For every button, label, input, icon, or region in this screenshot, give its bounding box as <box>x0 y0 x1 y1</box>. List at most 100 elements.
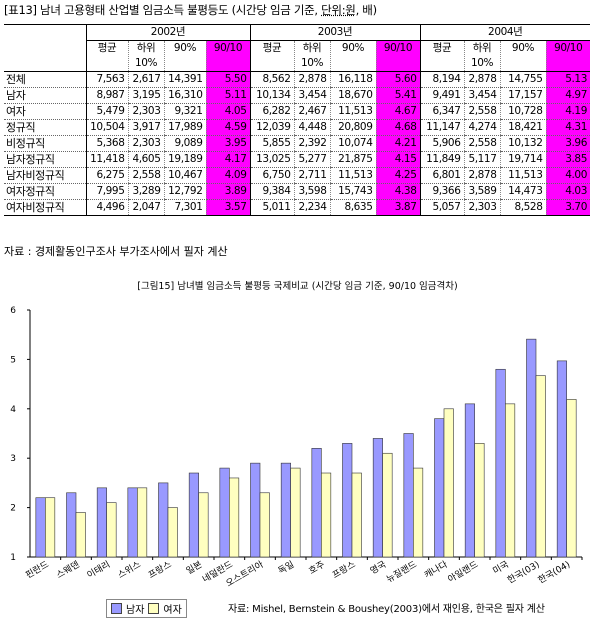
table-cell: 4.09 <box>205 167 250 184</box>
table-cell: 3,195 <box>127 87 164 104</box>
table-cell: 14,473 <box>499 183 546 200</box>
col-header-label: 평균 <box>97 42 117 54</box>
table-cell: 4,605 <box>127 151 164 168</box>
col-header: 하위10% <box>127 40 164 72</box>
table-cell: 12,792 <box>163 183 206 200</box>
table-cell: 18,421 <box>499 119 546 136</box>
bar-female <box>443 408 454 558</box>
row-label: 남자정규직 <box>4 151 86 168</box>
table-cell: 9,384 <box>249 183 294 200</box>
col-header: 하위10% <box>463 40 500 72</box>
table-cell: 9,491 <box>419 87 464 104</box>
bar-female <box>321 472 332 558</box>
table-cell: 4.68 <box>375 119 420 136</box>
table-cell: 15,743 <box>329 183 376 200</box>
bar-male <box>96 487 107 558</box>
legend-swatch-female <box>148 603 160 614</box>
table-cell: 10,728 <box>499 103 546 120</box>
table-cell: 10,132 <box>499 135 546 152</box>
table-cell: 8,194 <box>419 71 464 88</box>
table-cell: 6,282 <box>249 103 294 120</box>
table-cell: 3,598 <box>293 183 330 200</box>
x-tick-label: 영국 <box>368 559 388 577</box>
table-cell: 4.00 <box>545 167 590 184</box>
bar-female <box>259 492 270 558</box>
table-cell: 4.21 <box>375 135 420 152</box>
table-title-main: [표13] 남녀 고용형태 산업별 임금소득 불평등도 (시간당 임금 기준, <box>4 3 322 17</box>
table-cell: 4.19 <box>545 103 590 120</box>
table-cell: 4,274 <box>463 119 500 136</box>
table-cell: 12,039 <box>249 119 294 136</box>
table-cell: 3,454 <box>463 87 500 104</box>
x-tick-label: 프랑스 <box>330 558 358 581</box>
table-cell: 14,391 <box>163 71 206 88</box>
bar-female <box>474 443 485 558</box>
col-header: 90/10 <box>375 40 420 72</box>
table-cell: 2,392 <box>293 135 330 152</box>
y-tick-label: 3 <box>10 454 16 464</box>
col-header-label: 90% <box>173 42 197 54</box>
table-cell: 4.97 <box>545 87 590 104</box>
table-cell: 11,147 <box>419 119 464 136</box>
table-cell: 18,670 <box>329 87 376 104</box>
bar-female <box>75 512 86 558</box>
table-cell: 5,855 <box>249 135 294 152</box>
table-cell: 3,589 <box>463 183 500 200</box>
bar-male <box>158 482 169 558</box>
col-header: 평균 <box>419 40 464 72</box>
bar-male <box>464 403 475 558</box>
row-label: 남자비정규직 <box>4 167 86 184</box>
table-cell: 5.50 <box>205 71 250 88</box>
table-row: 남자 8,987 3,195 16,310 5.11 10,134 3,454 18,670 5… <box>4 87 590 104</box>
table-cell: 6,347 <box>419 103 464 120</box>
year-header: 2003년 <box>249 24 420 41</box>
bar-female <box>45 497 56 558</box>
table-cell: 2,558 <box>127 167 164 184</box>
table-cell: 5,479 <box>85 103 128 120</box>
table-cell: 5,057 <box>419 199 464 216</box>
table-row: 여자정규직 7,995 3,289 12,792 3.89 9,384 3,598 15,74… <box>4 183 590 200</box>
table-cell: 3.70 <box>545 199 590 216</box>
chart-legend: 남자 여자 <box>106 599 187 618</box>
bar-male <box>219 467 230 558</box>
table-cell: 2,878 <box>463 167 500 184</box>
y-tick-label: 5 <box>10 355 16 365</box>
bar-female <box>413 467 424 558</box>
table-cell: 5,011 <box>249 199 294 216</box>
table-row: 남자정규직 11,418 4,605 19,189 4.17 13,025 5,277 21,… <box>4 151 590 168</box>
x-tick-label: 캐나다 <box>422 559 450 581</box>
table-title-tail: , 배) <box>355 3 377 17</box>
x-tick-label: 뉴질랜드 <box>384 558 419 585</box>
bar-male <box>403 433 414 558</box>
table-cell: 2,303 <box>127 135 164 152</box>
table-title: [표13] 남녀 고용형태 산업별 임금소득 불평등도 (시간당 임금 기준, … <box>4 2 377 18</box>
col-header: 90/10 <box>545 40 590 72</box>
x-tick-label: 일본 <box>184 559 204 577</box>
col-header-label: 하위10% <box>135 42 158 69</box>
bar-female <box>566 399 577 558</box>
table-cell: 14,755 <box>499 71 546 88</box>
table-cell: 11,513 <box>329 167 376 184</box>
bar-female <box>106 502 117 558</box>
table-cell: 9,321 <box>163 103 206 120</box>
x-tick-label: 핀란드 <box>23 558 51 581</box>
col-header-label: 90% <box>511 42 535 54</box>
table-cell: 4.67 <box>375 103 420 120</box>
bar-male <box>311 448 322 558</box>
table-cell: 7,301 <box>163 199 206 216</box>
legend-label-male: 남자 <box>126 605 145 616</box>
table-cell: 2,878 <box>293 71 330 88</box>
table-cell: 4.25 <box>375 167 420 184</box>
table-cell: 3,289 <box>127 183 164 200</box>
table-cell: 3.95 <box>205 135 250 152</box>
table-cell: 8,635 <box>329 199 376 216</box>
bar-male <box>526 338 537 558</box>
col-header: 90% <box>163 40 206 72</box>
table-row: 남자비정규직 6,275 2,558 10,467 4.09 6,750 2,711 11,5… <box>4 167 590 184</box>
table-cell: 11,849 <box>419 151 464 168</box>
table-cell: 2,711 <box>293 167 330 184</box>
wage-inequality-table: 2002년 2003년 2004년 평균 하위10% 90% 90/10 평균 하위10% 90%… <box>4 24 590 216</box>
table-cell: 3.87 <box>375 199 420 216</box>
x-tick-label: 이태리 <box>85 559 112 581</box>
